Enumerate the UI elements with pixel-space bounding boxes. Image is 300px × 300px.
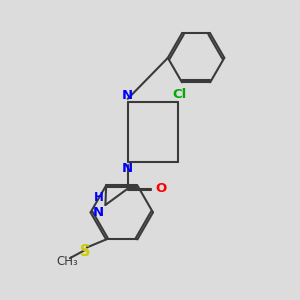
Text: N: N bbox=[122, 89, 133, 102]
Text: N: N bbox=[93, 206, 104, 220]
Text: H: H bbox=[94, 191, 104, 204]
Text: Cl: Cl bbox=[173, 88, 187, 101]
Text: CH₃: CH₃ bbox=[57, 255, 78, 268]
Text: O: O bbox=[155, 182, 166, 195]
Text: S: S bbox=[80, 244, 90, 259]
Text: N: N bbox=[122, 162, 133, 175]
